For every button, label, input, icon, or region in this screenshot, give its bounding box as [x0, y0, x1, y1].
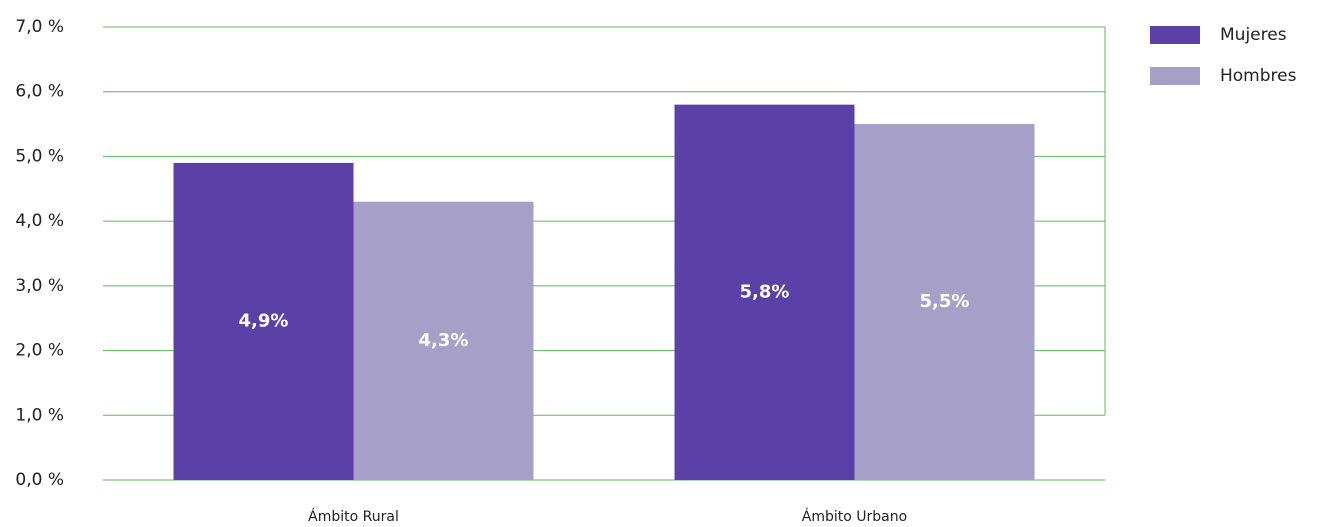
y-tick-label: 6,0 % — [15, 82, 64, 102]
bar — [674, 104, 855, 481]
legend-swatch — [1150, 26, 1200, 44]
legend-label: Hombres — [1220, 66, 1297, 86]
y-tick-label: 7,0 % — [15, 17, 64, 37]
legend-swatch — [1150, 67, 1200, 85]
value-label: 5,5% — [920, 291, 970, 312]
legend-label: Mujeres — [1220, 25, 1287, 45]
value-label: 4,3% — [419, 330, 469, 351]
y-tick-label: 3,0 % — [15, 276, 64, 296]
bar — [353, 201, 534, 480]
y-tick-label: 4,0 % — [15, 211, 64, 231]
y-tick-label: 2,0 % — [15, 341, 64, 361]
x-tick-label: Ámbito Rural — [308, 508, 399, 525]
value-label: 5,8% — [740, 281, 790, 302]
y-tick-label: 0,0 % — [15, 470, 64, 490]
x-tick-label: Ámbito Urbano — [802, 508, 907, 525]
bar — [854, 124, 1035, 481]
value-label: 4,9% — [239, 310, 289, 331]
y-tick-label: 5,0 % — [15, 146, 64, 166]
bar — [173, 162, 354, 480]
y-tick-label: 1,0 % — [15, 405, 64, 425]
